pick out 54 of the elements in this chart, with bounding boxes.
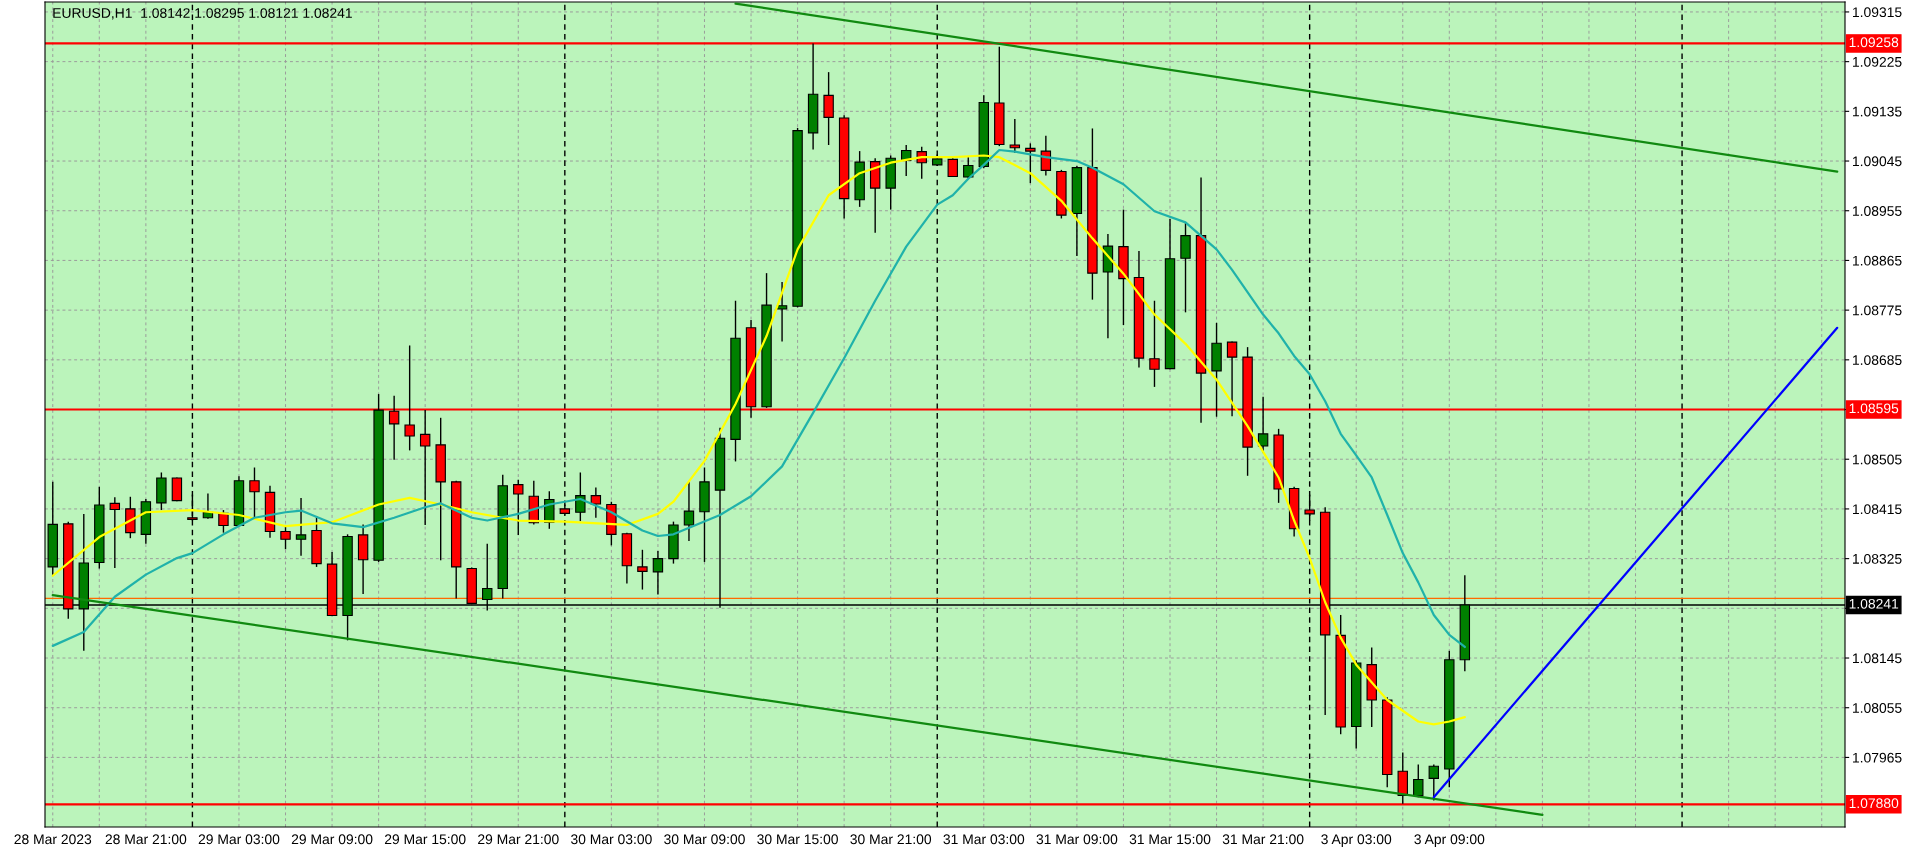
x-tick-label: 31 Mar 15:00 [1129, 834, 1211, 845]
candlestick [1025, 142, 1036, 184]
candlestick [776, 281, 788, 343]
candlestick [280, 524, 291, 550]
candlestick [249, 466, 260, 519]
x-tick-label: 29 Mar 15:00 [384, 834, 466, 845]
candlestick [590, 486, 602, 519]
candlestick [575, 471, 586, 522]
x-tick-label: 31 Mar 21:00 [1222, 834, 1304, 845]
y-tick-label: 1.08055 [1853, 703, 1902, 713]
candlestick [1149, 300, 1160, 388]
x-tick-label: 29 Mar 09:00 [291, 834, 373, 845]
x-tick-label: 3 Apr 03:00 [1321, 834, 1392, 847]
y-tick-label: 1.08145 [1853, 653, 1902, 664]
candlestick [218, 509, 229, 534]
y-tick-label: 1.08505 [1853, 454, 1902, 465]
x-tick-label: 31 Mar 09:00 [1036, 834, 1118, 845]
y-tick-label: 1.08865 [1853, 255, 1902, 266]
x-tick-label: 30 Mar 03:00 [570, 834, 652, 845]
candlestick [1180, 221, 1191, 314]
y-tick-label: 1.08415 [1853, 504, 1902, 515]
ref-line-label: 1.08595 [1849, 403, 1899, 414]
y-tick-label: 1.09045 [1853, 156, 1902, 167]
candlestick [683, 481, 695, 542]
candlestick [513, 478, 524, 536]
candlestick [652, 550, 664, 596]
y-tick-label: 1.09225 [1853, 56, 1902, 67]
y-tick-label: 1.09135 [1853, 106, 1902, 117]
x-tick-label: 30 Mar 15:00 [757, 834, 838, 845]
ref-line-label: 1.07880 [1849, 798, 1899, 809]
x-tick-label: 28 Mar 21:00 [105, 834, 187, 845]
candlestick [823, 71, 834, 146]
candlestick [1413, 763, 1424, 798]
candlestick [295, 497, 307, 557]
candlestick [637, 549, 648, 591]
x-tick-label: 3 Apr 09:00 [1414, 834, 1485, 847]
y-tick-label: 1.08325 [1853, 553, 1902, 564]
y-tick-label: 1.08955 [1853, 206, 1902, 216]
x-tick-label: 30 Mar 09:00 [664, 834, 745, 845]
x-tick-label: 31 Mar 03:00 [943, 834, 1025, 845]
y-tick-label: 1.08685 [1853, 355, 1902, 365]
y-tick-label: 1.07965 [1853, 752, 1902, 763]
x-tick-label: 29 Mar 21:00 [478, 834, 559, 845]
y-tick-label: 1.09315 [1853, 7, 1902, 18]
ref-line-label: 1.09258 [1849, 37, 1899, 48]
x-tick-label: 29 Mar 03:00 [198, 834, 280, 845]
x-tick-label: 30 Mar 21:00 [850, 834, 932, 845]
candlestick [109, 496, 121, 569]
candlestick [125, 496, 136, 539]
candlestick [1009, 118, 1021, 154]
chart-title: EURUSD,H1 1.08142 1.08295 1.08121 1.08241 [53, 8, 352, 20]
y-tick-label: 1.08775 [1853, 305, 1902, 316]
ref-line-label: 1.08241 [1849, 598, 1899, 609]
x-tick-label: 28 Mar 2023 [14, 834, 92, 845]
